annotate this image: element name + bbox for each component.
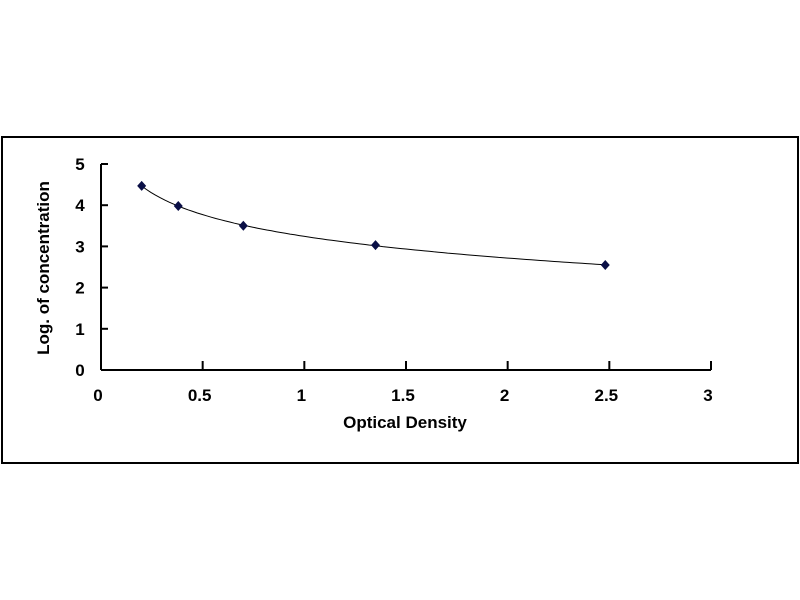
x-tick-label: 3	[703, 386, 712, 405]
y-tick-label: 4	[75, 196, 85, 215]
data-point	[137, 180, 147, 191]
x-tick-label: 2.5	[595, 386, 619, 405]
y-tick-label: 2	[75, 279, 84, 298]
x-tick-label: 1	[297, 386, 306, 405]
x-tick-labels: 0 0.5 1 1.5 2 2.5 3	[93, 386, 712, 405]
data-point	[238, 220, 248, 231]
y-tick-label: 1	[75, 320, 84, 339]
x-tick-label: 1.5	[391, 386, 415, 405]
axes	[100, 163, 712, 371]
data-point	[371, 240, 380, 251]
data-point	[173, 201, 183, 212]
data-point	[600, 259, 610, 270]
x-tick-label: 2	[500, 386, 509, 405]
chart-frame	[1, 136, 799, 464]
x-tick-label: 0.5	[188, 386, 212, 405]
y-tick-label: 5	[75, 155, 84, 174]
x-axis-label: Optical Density	[343, 413, 467, 432]
y-tick-labels: 0 1 2 3 4 5	[75, 155, 85, 380]
y-tick-label: 3	[75, 237, 84, 256]
y-tick-label: 0	[75, 361, 84, 380]
x-tick-label: 0	[93, 386, 102, 405]
trend-curve	[141, 185, 606, 266]
y-axis-label: Log. of concentration	[34, 181, 53, 355]
data-points	[137, 180, 610, 270]
